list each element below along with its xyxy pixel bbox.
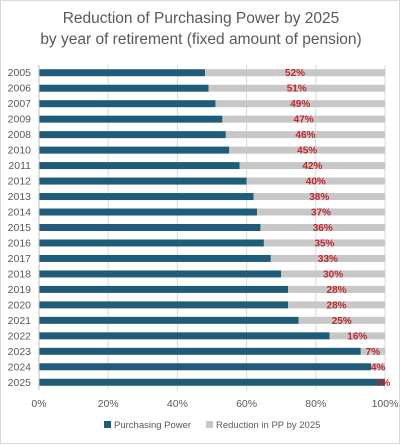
data-label: 33%: [318, 254, 338, 265]
data-label: 7%: [366, 347, 381, 358]
bar-reduction: [222, 115, 385, 123]
y-tick-label: 2006: [8, 83, 32, 95]
data-label: 16%: [347, 331, 367, 342]
data-label: 49%: [290, 99, 310, 110]
data-label: 28%: [327, 300, 347, 311]
bar-purchasing-power: [39, 84, 209, 92]
bar-reduction: [253, 193, 385, 201]
bar-purchasing-power: [39, 208, 257, 216]
bar-purchasing-power: [39, 285, 289, 293]
y-tick-label: 2015: [8, 222, 32, 234]
bar-purchasing-power: [39, 316, 299, 324]
data-label: 52%: [285, 68, 305, 79]
y-tick-label: 2019: [8, 284, 32, 296]
bar-reduction: [270, 254, 385, 262]
bar-purchasing-power: [39, 378, 385, 386]
bar-reduction: [246, 177, 385, 185]
bar-reduction: [288, 301, 385, 309]
x-tick-label: 20%: [98, 398, 119, 410]
bar-reduction: [371, 363, 385, 371]
data-label: 4%: [371, 362, 386, 373]
y-tick-label: 2017: [8, 253, 32, 265]
y-tick-label: 2023: [8, 346, 32, 358]
bar-purchasing-power: [39, 270, 282, 278]
bar-purchasing-power: [39, 254, 271, 262]
bar-reduction: [260, 224, 385, 231]
x-tick-label: 40%: [167, 398, 188, 410]
data-label: 40%: [306, 177, 326, 188]
y-tick-label: 2022: [8, 330, 32, 342]
y-tick-label: 2016: [8, 237, 32, 249]
data-label: 45%: [297, 146, 317, 157]
bar-reduction: [329, 332, 385, 340]
data-label: 47%: [294, 115, 314, 126]
bar-reduction: [208, 84, 385, 92]
bar-reduction: [288, 285, 385, 293]
y-tick-label: 2010: [8, 145, 32, 157]
legend-swatch: [104, 421, 111, 428]
data-label: 28%: [327, 285, 347, 296]
bar-reduction: [263, 239, 385, 247]
bar-purchasing-power: [39, 177, 247, 185]
bar-reduction: [215, 100, 385, 108]
bar-reduction: [281, 270, 385, 278]
legend-label: Reduction in PP by 2025: [216, 420, 320, 431]
legend-swatch: [206, 421, 213, 428]
bar-purchasing-power: [39, 69, 206, 77]
bar-purchasing-power: [39, 301, 289, 309]
chart-title-line-2: by year of retirement (fixed amount of p…: [40, 31, 362, 48]
bar-reduction: [298, 316, 385, 324]
y-tick-label: 2025: [8, 377, 32, 389]
data-label: 0%: [376, 378, 391, 389]
y-tick-label: 2007: [8, 98, 32, 110]
data-label: 30%: [323, 269, 343, 280]
data-label: 51%: [287, 84, 307, 95]
data-label: 36%: [313, 223, 333, 234]
data-label: 25%: [332, 316, 352, 327]
bar-purchasing-power: [39, 347, 361, 355]
y-tick-label: 2008: [8, 129, 32, 141]
data-label: 38%: [309, 192, 329, 203]
legend-label: Purchasing Power: [114, 420, 191, 431]
bar-purchasing-power: [39, 363, 372, 371]
bar-reduction: [360, 347, 385, 355]
bar-purchasing-power: [39, 115, 223, 123]
bar-purchasing-power: [39, 100, 216, 108]
y-tick-label: 2021: [8, 315, 32, 327]
x-tick-label: 60%: [236, 398, 257, 410]
x-tick-label: 80%: [305, 398, 326, 410]
bar-purchasing-power: [39, 239, 264, 247]
data-label: 42%: [302, 161, 322, 172]
y-tick-label: 2011: [8, 160, 31, 172]
bar-purchasing-power: [39, 146, 230, 154]
chart-title-line-1: Reduction of Purchasing Power by 2025: [62, 10, 340, 27]
bar-reduction: [229, 146, 385, 154]
bar-purchasing-power: [39, 332, 330, 340]
x-tick-label: 0%: [31, 398, 46, 410]
bar-reduction: [205, 69, 385, 77]
bar-purchasing-power: [39, 131, 226, 139]
y-tick-label: 2013: [8, 191, 32, 203]
data-label: 37%: [311, 208, 331, 219]
bar-purchasing-power: [39, 162, 240, 170]
bar-reduction: [225, 131, 385, 139]
y-tick-label: 2005: [8, 67, 32, 79]
data-label: 46%: [295, 130, 315, 141]
bar-purchasing-power: [39, 224, 261, 231]
y-tick-label: 2020: [8, 299, 32, 311]
bar-reduction: [256, 208, 385, 216]
bar-purchasing-power: [39, 193, 254, 201]
y-tick-label: 2009: [8, 114, 32, 126]
y-tick-label: 2024: [8, 361, 32, 373]
data-label: 35%: [314, 238, 334, 249]
y-tick-label: 2014: [8, 207, 32, 219]
x-tick-label: 100%: [372, 398, 399, 410]
bar-reduction: [239, 162, 385, 170]
y-tick-label: 2012: [8, 176, 32, 188]
y-tick-label: 2018: [8, 268, 32, 280]
